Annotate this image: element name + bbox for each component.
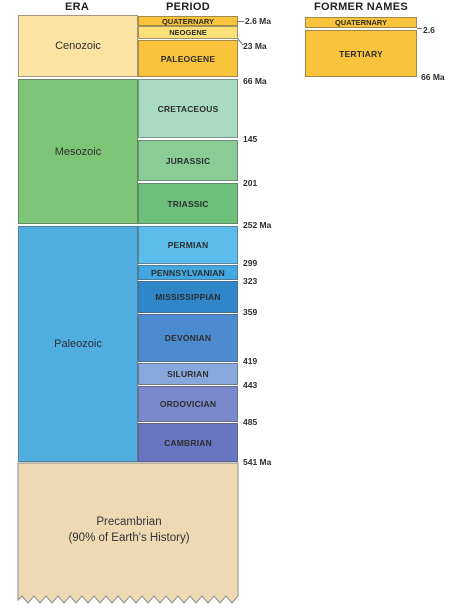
era-mesozoic-label: Mesozoic	[54, 145, 102, 158]
period-jurassic: JURASSIC	[138, 140, 238, 181]
period-pennsylvanian: PENNSYLVANIAN	[138, 265, 238, 280]
period-cambrian: CAMBRIAN	[138, 423, 238, 462]
period-header: PERIOD	[166, 1, 210, 13]
period-neogene: NEOGENE	[138, 26, 238, 39]
age-443: 443	[243, 380, 258, 390]
period-paleogene-label: PALEOGENE	[160, 53, 216, 64]
period-cretaceous-label: CRETACEOUS	[157, 103, 219, 114]
precambrian-note: (90% of Earth's History)	[68, 532, 190, 544]
period-triassic-label: TRIASSIC	[167, 198, 209, 209]
period-permian-label: PERMIAN	[167, 240, 209, 250]
age-359: 359	[243, 307, 258, 317]
era-cenozoic: Cenozoic	[18, 15, 138, 77]
former-quaternary: QUATERNARY	[305, 17, 417, 28]
precambrian-text: Precambrian (90% of Earth's History)	[18, 514, 240, 546]
period-neogene-label: NEOGENE	[169, 28, 207, 37]
former-tertiary-label: TERTIARY	[339, 48, 383, 59]
former-age-66: 66 Ma	[421, 72, 445, 82]
age-541: 541 Ma	[243, 457, 272, 467]
former-age-2-6: 2.6	[423, 25, 435, 35]
period-triassic: TRIASSIC	[138, 183, 238, 224]
era-cenozoic-label: Cenozoic	[55, 40, 101, 52]
period-cretaceous: CRETACEOUS	[138, 79, 238, 138]
era-mesozoic: Mesozoic	[18, 79, 138, 224]
tick-23	[236, 37, 244, 46]
period-mississippian-label: MISSISSIPPIAN	[155, 292, 221, 302]
period-silurian: SILURIAN	[138, 363, 238, 385]
period-permian: PERMIAN	[138, 226, 238, 264]
age-23: 23 Ma	[243, 41, 267, 51]
precambrian-block	[17, 462, 239, 604]
era-header: ERA	[64, 1, 90, 13]
precambrian-label: Precambrian	[96, 516, 162, 528]
former-quaternary-label: QUATERNARY	[334, 18, 388, 27]
era-paleozoic: Paleozoic	[18, 226, 138, 462]
age-2-6: 2.6 Ma	[245, 16, 271, 26]
period-ordovician: ORDOVICIAN	[138, 386, 238, 422]
age-145: 145	[243, 134, 258, 144]
age-323: 323	[243, 276, 258, 286]
period-ordovician-label: ORDOVICIAN	[159, 399, 217, 409]
age-299: 299	[243, 258, 258, 268]
period-quaternary: QUATERNARY	[138, 16, 238, 26]
age-485: 485	[243, 417, 258, 427]
period-silurian-label: SILURIAN	[167, 369, 209, 379]
period-devonian-label: DEVONIAN	[164, 333, 212, 343]
period-pennsylvanian-label: PENNSYLVANIAN	[150, 267, 226, 278]
period-jurassic-label: JURASSIC	[165, 155, 211, 166]
former-tick-2-6	[417, 28, 422, 29]
period-devonian: DEVONIAN	[138, 314, 238, 362]
era-paleozoic-label: Paleozoic	[54, 338, 102, 350]
age-419: 419	[243, 356, 258, 366]
age-66: 66 Ma	[243, 76, 267, 86]
tick-2-6	[238, 21, 244, 22]
age-252: 252 Ma	[243, 220, 272, 230]
period-paleogene: PALEOGENE	[138, 40, 238, 77]
period-cambrian-label: CAMBRIAN	[164, 437, 212, 448]
period-quaternary-label: QUATERNARY	[161, 16, 215, 26]
period-mississippian: MISSISSIPPIAN	[138, 281, 238, 313]
former-tertiary: TERTIARY	[305, 30, 417, 77]
former-names-header: FORMER NAMES	[313, 1, 409, 13]
age-201: 201	[243, 178, 258, 188]
